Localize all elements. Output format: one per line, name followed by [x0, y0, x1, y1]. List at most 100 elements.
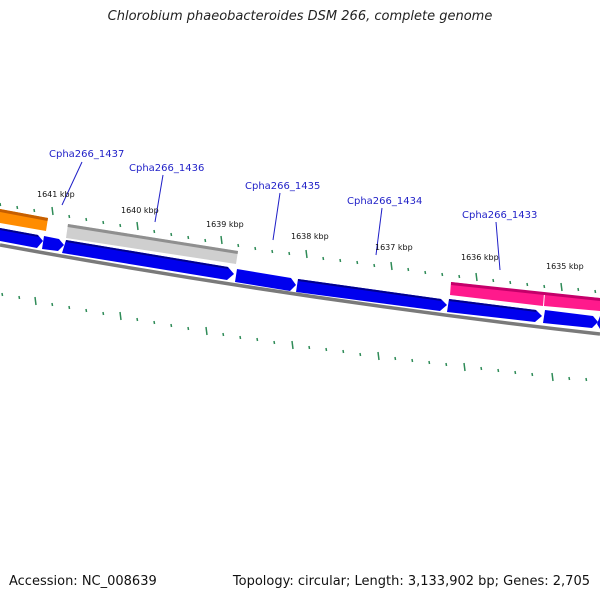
gene-arrow[interactable]: [62, 240, 234, 280]
upper-gene-track: [0, 209, 600, 311]
outer-tick: [458, 274, 461, 279]
leader-line: [375, 207, 383, 256]
gene-label-cpha266-1433[interactable]: Cpha266_1433: [462, 210, 537, 221]
outer-tick: [322, 256, 325, 261]
outer-tick: [288, 251, 291, 256]
inner-tick: [585, 377, 588, 382]
inner-tick: [239, 335, 242, 340]
outer-tick: [102, 220, 105, 225]
inner-tick: [187, 326, 190, 331]
accession-text: Accession: NC_008639: [9, 574, 157, 589]
gene-arrow-edge: [298, 279, 442, 301]
inner-tick: [1, 292, 4, 297]
genome-backbone: [0, 243, 600, 336]
outer-tick-major: [220, 235, 223, 245]
outer-tick: [271, 249, 274, 254]
outer-tick: [441, 272, 444, 277]
gene-orange[interactable]: [0, 209, 48, 231]
gene-cpha266-1433-pink[interactable]: [450, 282, 544, 306]
outer-tick: [577, 287, 580, 292]
outer-tick: [526, 282, 529, 287]
gene-arrow-edge: [449, 299, 537, 312]
gene-pink-shadow: [451, 282, 600, 301]
ruler-label: 1637 kbp: [375, 243, 413, 252]
ruler-label: 1636 kbp: [461, 253, 499, 262]
outer-tick: [68, 214, 71, 219]
gene-arrow[interactable]: [597, 316, 600, 329]
gene-grey-shadow: [67, 224, 238, 254]
gene-cpha266-1436-grey[interactable]: [66, 224, 238, 264]
outer-tick: [187, 235, 190, 240]
ruler-label: 1640 kbp: [121, 206, 159, 215]
gene-label-cpha266-1437[interactable]: Cpha266_1437: [49, 149, 124, 160]
inner-tick: [568, 376, 571, 381]
gene-arrow[interactable]: [0, 228, 43, 248]
outer-tick: [254, 246, 257, 251]
outer-tick-major: [390, 261, 393, 271]
gene-label-cpha266-1434[interactable]: Cpha266_1434: [347, 196, 422, 207]
inner-tick: [394, 356, 397, 361]
inner-tick: [153, 320, 156, 325]
genome-summary-text: Topology: circular; Length: 3,133,902 bp…: [232, 574, 590, 589]
inner-tick: [273, 340, 276, 345]
outer-tick: [492, 278, 495, 283]
outer-tick: [16, 205, 19, 210]
outer-tick: [33, 208, 36, 213]
gene-arrow[interactable]: [42, 236, 64, 251]
inner-tick: [359, 352, 362, 357]
gene-arrow[interactable]: [447, 299, 542, 322]
inner-tick-major: [551, 372, 554, 382]
inner-tick: [85, 308, 88, 313]
inner-tick: [514, 370, 517, 375]
outer-tick: [153, 229, 156, 234]
inner-tick-major: [291, 340, 294, 350]
inner-tick: [531, 372, 534, 377]
gene-orange-shadow: [0, 209, 48, 221]
inner-tick-major: [119, 311, 122, 321]
ruler-label: 1635 kbp: [546, 262, 584, 271]
ruler-label: 1641 kbp: [37, 190, 75, 199]
inner-tick-major: [34, 296, 37, 306]
gene-labels: Cpha266_1437 Cpha266_1436 Cpha266_1435 C…: [49, 149, 537, 221]
inner-tick-ring: [1, 292, 588, 382]
leader-line: [495, 221, 501, 271]
outer-tick-major: [136, 221, 139, 231]
inner-tick: [480, 366, 483, 371]
leader-line: [154, 174, 164, 223]
outer-tick: [339, 258, 342, 263]
inner-tick: [445, 362, 448, 367]
gene-label-cpha266-1436[interactable]: Cpha266_1436: [129, 163, 204, 174]
forward-gene-track: [0, 228, 600, 329]
inner-tick: [308, 345, 311, 350]
inner-tick: [18, 295, 21, 300]
inner-tick: [342, 349, 345, 354]
gene-label-leaders: [61, 161, 501, 271]
outer-tick-major: [475, 272, 478, 282]
inner-tick: [68, 305, 71, 310]
gene-arrow[interactable]: [543, 310, 598, 328]
leader-line: [272, 192, 281, 241]
outer-tick-major: [305, 249, 308, 259]
gene-arrow-edge: [66, 240, 229, 269]
inner-tick-major: [205, 326, 208, 336]
inner-tick: [497, 368, 500, 373]
outer-tick: [424, 270, 427, 275]
ruler-label: 1638 kbp: [291, 232, 329, 241]
leader-line: [61, 161, 83, 206]
outer-tick: [594, 289, 597, 294]
inner-tick: [325, 347, 328, 352]
outer-tick-major: [560, 282, 563, 292]
outer-tick: [0, 202, 2, 207]
gene-label-cpha266-1435[interactable]: Cpha266_1435: [245, 181, 320, 192]
inner-tick: [51, 302, 54, 307]
outer-tick-ring: [0, 202, 597, 294]
map-title: Chlorobium phaeobacteroides DSM 266, com…: [107, 9, 493, 24]
gene-arrow[interactable]: [296, 279, 447, 311]
inner-tick-major: [377, 351, 380, 361]
inner-tick: [102, 311, 105, 316]
inner-tick: [170, 323, 173, 328]
outer-tick: [237, 243, 240, 248]
gene-arrow[interactable]: [235, 269, 296, 291]
